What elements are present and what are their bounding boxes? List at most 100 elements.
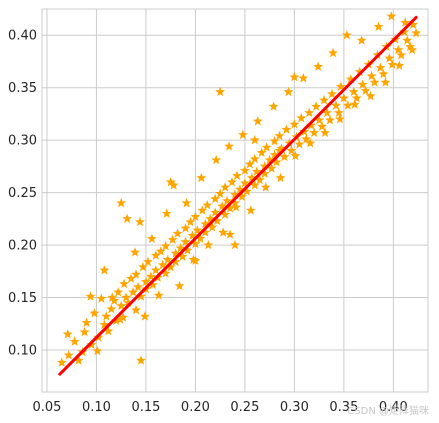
data-point-star [301,133,312,144]
x-tick-label: 0.40 [379,400,408,415]
data-point-star [236,191,247,202]
data-point-star [408,19,419,29]
data-point-star [217,201,228,211]
data-point-star [274,145,285,155]
data-point-star [200,227,211,237]
x-tick-label: 0.20 [181,400,210,415]
data-point-star [230,197,240,208]
data-point-star [157,259,168,270]
data-point-star [139,311,150,321]
data-point-star [311,101,322,111]
data-point-star [135,216,145,227]
data-point-star [180,223,191,233]
data-point-star [136,355,146,365]
data-point-star [174,280,185,291]
data-point-star [317,121,328,131]
data-point-star [394,60,405,70]
data-point-star [269,136,280,146]
data-point-star [399,26,410,37]
y-axis-ticks: 0.10 0.15 0.20 0.25 0.30 0.35 0.40 [8,29,37,359]
data-point-star [227,176,237,187]
data-point-star [121,292,132,302]
x-tick-label: 0.30 [280,400,309,415]
data-point-star [210,193,221,204]
data-point-star [210,207,221,217]
data-point-star [62,329,73,339]
data-point-star [294,139,305,149]
data-point-star [239,165,250,175]
data-point-star [290,150,301,161]
data-point-star [131,304,141,315]
data-point-star [298,73,309,83]
data-point-star [328,47,338,58]
data-point-star [222,195,233,206]
x-tick-label: 0.35 [329,400,358,415]
data-point-star [79,326,90,337]
data-point-star [322,107,332,118]
data-point-star [190,238,201,249]
data-point-star [349,99,360,109]
y-tick-label: 0.20 [8,239,37,254]
data-point-star [101,311,112,321]
data-point-star [111,315,122,325]
data-point-star [170,256,181,267]
data-point-star [138,261,148,272]
data-point-star [215,188,226,198]
data-point-star [333,107,344,118]
data-point-star [131,269,141,279]
data-point-star [113,287,124,297]
data-point-star [81,317,92,327]
data-point-star [334,113,345,124]
data-point-star [118,312,129,322]
data-point-star [175,243,186,253]
data-point-star [215,86,226,97]
data-point-star [407,44,418,55]
plot-frame [41,8,429,393]
data-point-star [380,77,391,87]
data-point-star [384,53,395,63]
x-axis-ticks: 0.05 0.10 0.15 0.20 0.25 0.30 0.35 0.40 [32,400,407,415]
data-point-star [266,163,277,173]
x-tick-label: 0.05 [32,400,61,415]
scatter-points [56,11,422,367]
x-tick-label: 0.25 [230,400,259,415]
data-point-star [286,145,297,155]
data-point-star [246,172,257,183]
data-point-star [249,134,260,145]
data-point-star [140,276,151,287]
data-point-star [225,229,235,239]
data-point-star [357,79,368,89]
y-tick-label: 0.10 [8,344,37,359]
data-point-star [218,227,229,237]
data-point-star [239,177,250,188]
data-point-star [220,209,231,219]
data-point-star [203,239,214,250]
data-point-star [69,336,80,346]
y-tick-label: 0.35 [8,81,37,96]
data-point-star [180,236,191,247]
data-point-star [400,17,411,27]
data-point-star [220,182,231,192]
data-point-star [259,168,270,178]
data-point-star [85,291,96,301]
data-point-star [162,254,173,264]
data-point-star [185,216,196,227]
data-point-star [168,180,179,190]
data-point-star [128,287,138,297]
data-point-star [254,174,265,185]
data-point-star [386,11,397,21]
data-point-star [181,197,192,208]
watermark: CSDN @矩阵猫咪 [347,406,429,417]
data-point-star [276,143,287,153]
data-point-star [155,246,166,256]
data-point-star [212,215,223,226]
data-point-star [211,154,222,165]
data-point-star [351,92,362,103]
data-point-star [136,291,146,301]
data-point-star [190,211,201,221]
y-tick-label: 0.30 [8,134,37,149]
data-point-star [107,292,118,302]
data-point-star [261,142,272,152]
data-point-star [244,159,255,169]
data-point-star [345,74,356,84]
